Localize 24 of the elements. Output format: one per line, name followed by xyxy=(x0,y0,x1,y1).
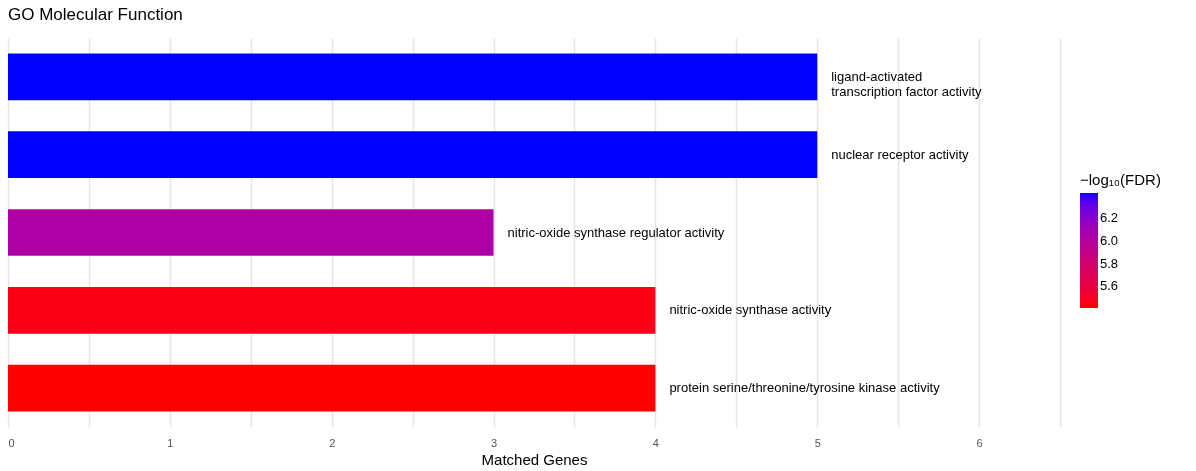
x-tick-label: 4 xyxy=(652,436,659,449)
color-bar-label: 5.8 xyxy=(1100,255,1119,271)
chart-title: GO Molecular Function xyxy=(8,5,183,24)
color-bar-label: 6.0 xyxy=(1100,232,1119,248)
x-tick-label: 6 xyxy=(976,436,983,449)
y-tick-label: ligand-activated transcription factor activity xyxy=(831,68,983,99)
y-tick-label: nuclear receptor activity xyxy=(831,146,970,162)
bar xyxy=(8,209,494,256)
x-tick-label: 2 xyxy=(329,436,336,449)
x-tick-label: 1 xyxy=(167,436,174,449)
x-tick-label: 0 xyxy=(8,436,15,449)
bar xyxy=(8,53,818,101)
color-bar-title: −log₁₀(FDR) xyxy=(1080,171,1161,188)
x-axis-title: Matched Genes xyxy=(481,450,588,468)
y-tick-label: protein serine/threonine/tyrosine kinase activity xyxy=(669,380,941,396)
color-bar-label: 6.2 xyxy=(1100,210,1119,226)
bar xyxy=(8,131,818,179)
bar xyxy=(8,364,656,412)
y-tick-label: nitric-oxide synthase activity xyxy=(669,302,832,318)
x-tick-label: 5 xyxy=(814,436,821,449)
bar xyxy=(8,286,656,334)
y-tick-label: nitric-oxide synthase regulator activity xyxy=(507,224,725,240)
color-bar-label: 5.6 xyxy=(1100,278,1119,294)
x-tick-label: 3 xyxy=(490,436,498,449)
